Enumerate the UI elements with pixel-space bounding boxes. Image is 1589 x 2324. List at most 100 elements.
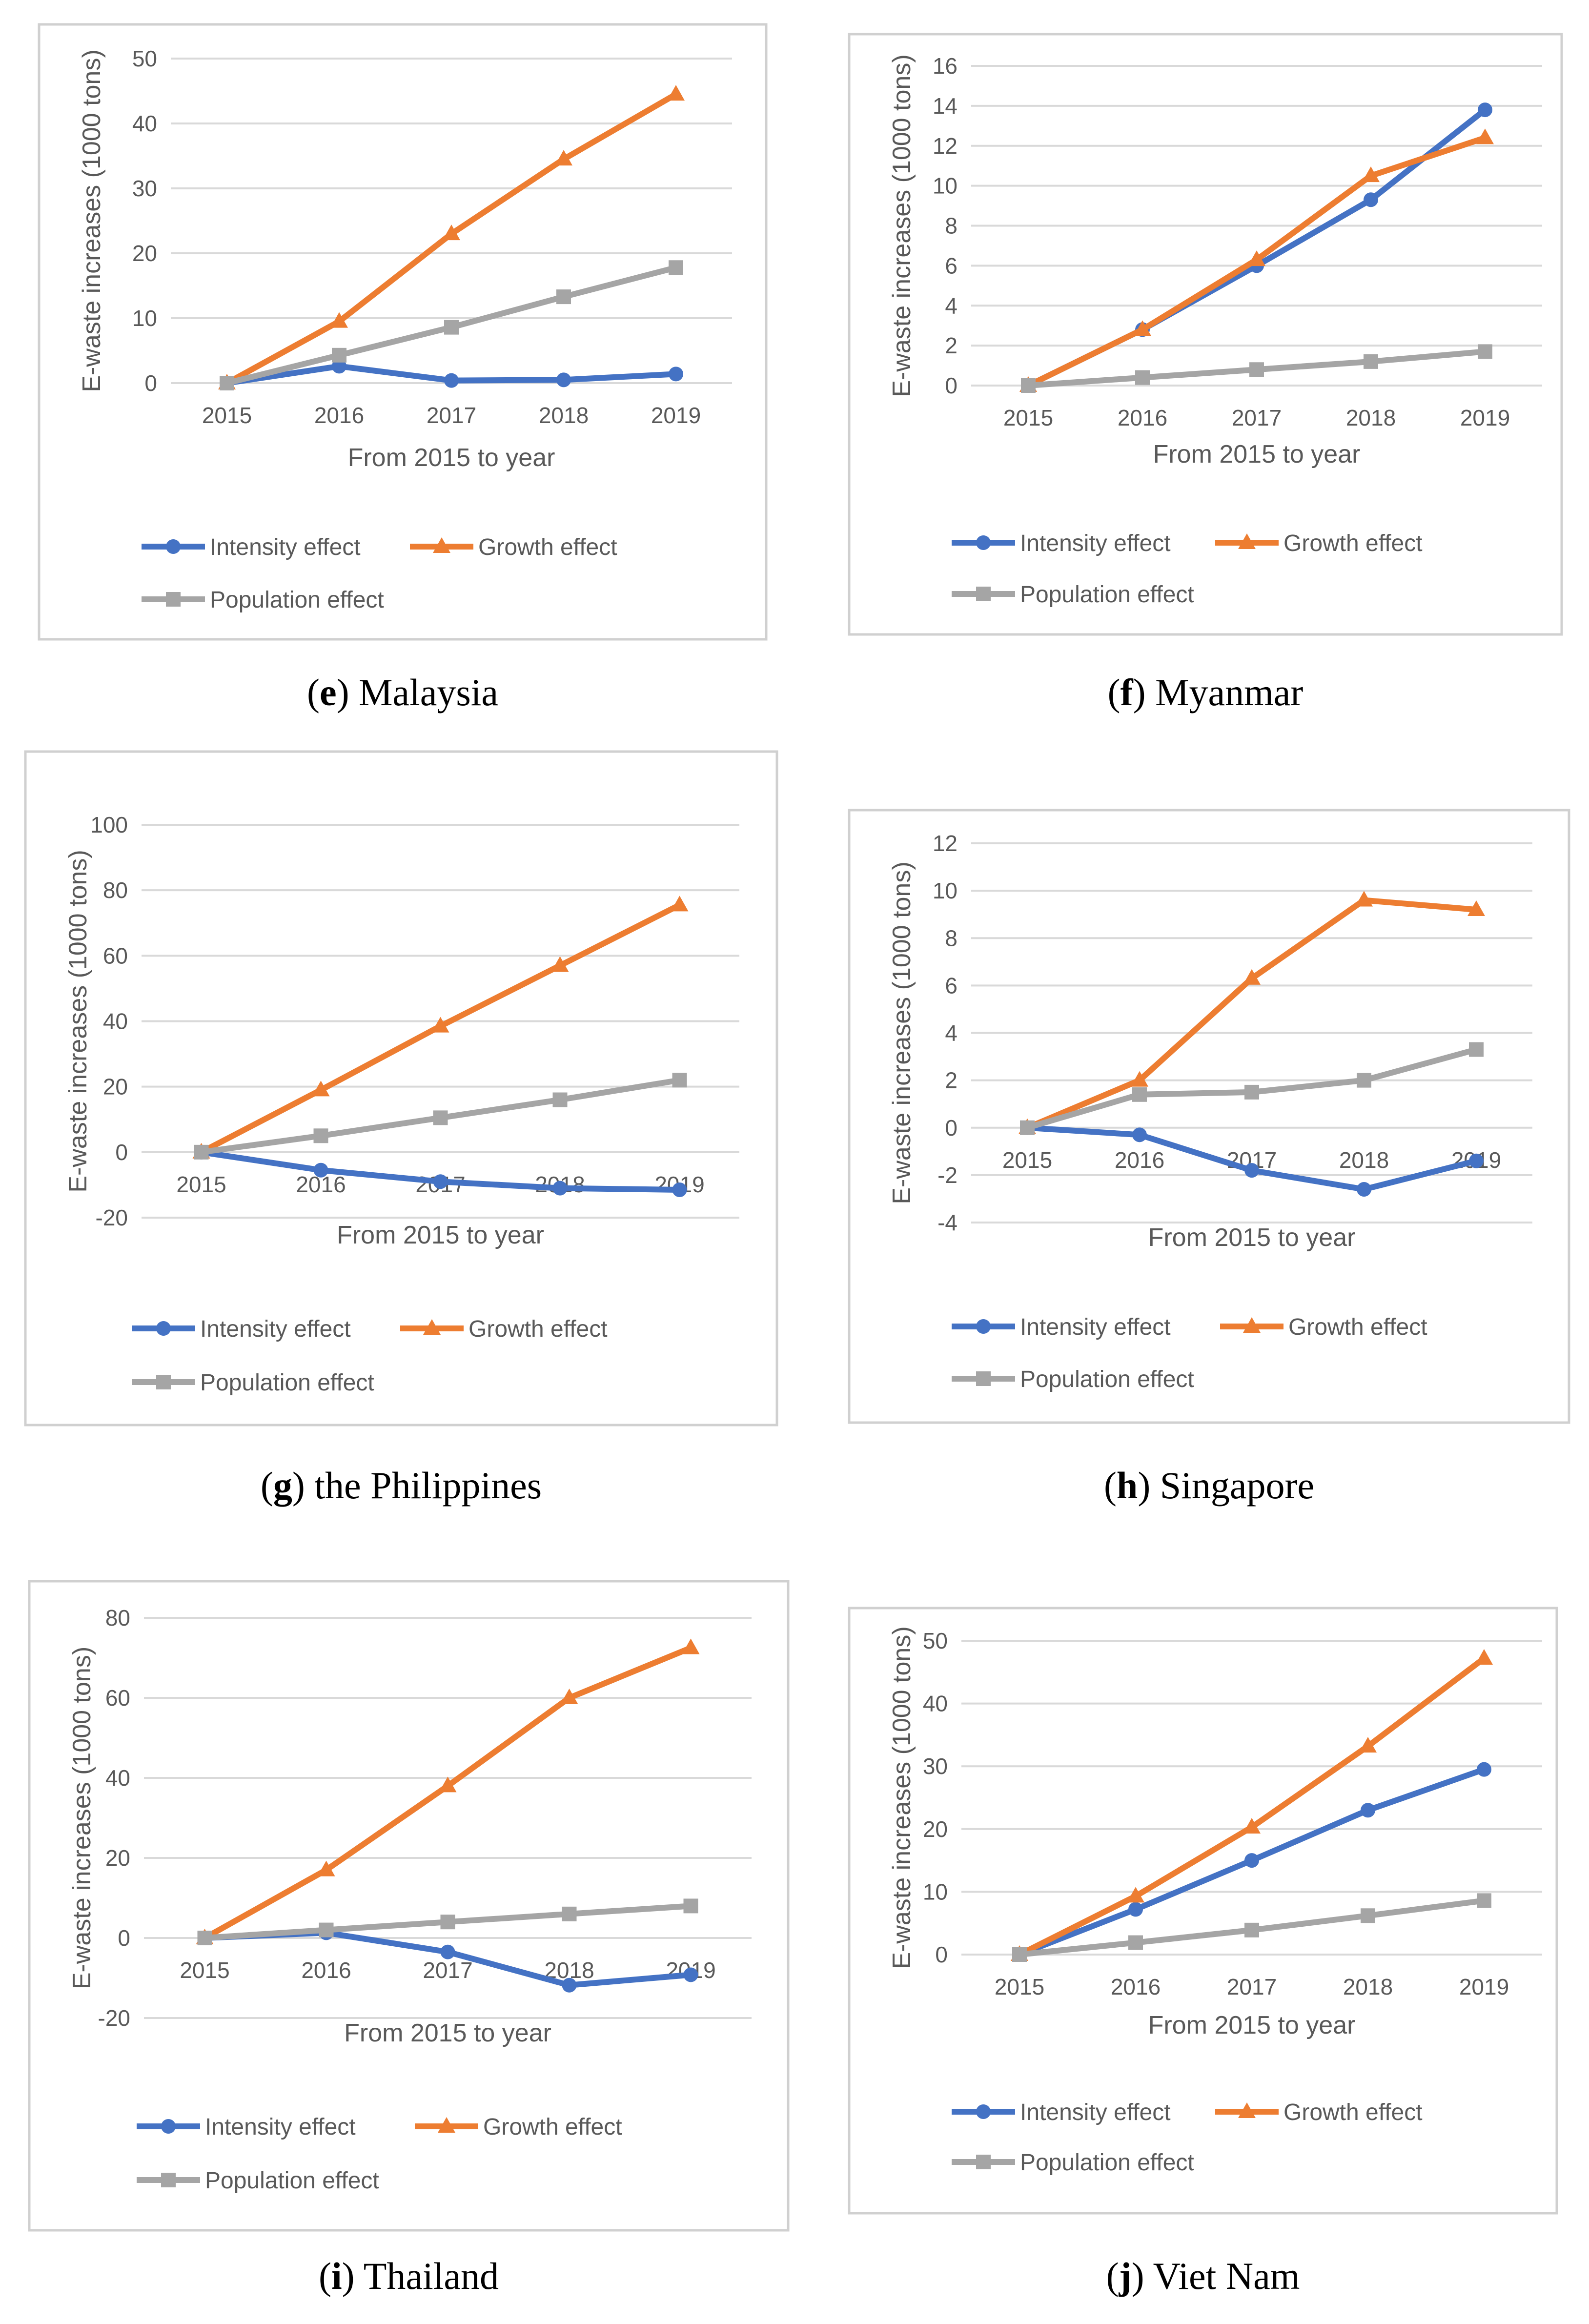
- panel-caption-g: (g) the Philippines: [261, 1464, 542, 1507]
- data-point-growth: [1243, 969, 1261, 985]
- caption-close: ): [292, 1464, 305, 1507]
- chart-panel-i: -2002040608020152016201720182019From 201…: [28, 1580, 790, 2232]
- data-point-intensity: [313, 1162, 328, 1178]
- data-point-growth: [443, 224, 460, 241]
- x-tick-label: 2015: [180, 1957, 229, 1983]
- chart-frame: [848, 33, 1563, 636]
- chart-panel-e: 0 10 20 30 40 50 2015 2016 2017 2018 2019 From 2015…: [38, 23, 768, 641]
- y-tick-label: 10: [132, 306, 157, 331]
- x-tick-label: 2018: [1339, 1147, 1389, 1173]
- data-point-intensity: [433, 1174, 448, 1189]
- legend-label: Intensity effect: [200, 1316, 351, 1342]
- data-point-population: [1021, 378, 1036, 393]
- legend-item-growth: Growth effect: [1215, 530, 1423, 556]
- y-tick-label: 60: [105, 1685, 130, 1711]
- data-point-intensity: [1128, 1902, 1143, 1917]
- data-point-intensity: [1469, 1153, 1484, 1168]
- caption-letter: g: [273, 1464, 292, 1507]
- caption-country: Myanmar: [1146, 671, 1304, 714]
- data-point-population: [683, 1898, 698, 1914]
- legend-marker-icon: [433, 537, 450, 553]
- x-tick-label: 2019: [651, 403, 701, 428]
- legend-label: Intensity effect: [210, 534, 361, 560]
- data-point-population: [194, 1144, 209, 1160]
- legend-marker-icon: [156, 1375, 171, 1389]
- data-point-intensity: [669, 367, 683, 382]
- y-axis-title: E-waste increases (1000 tons): [64, 850, 92, 1192]
- data-point-population: [1249, 362, 1264, 377]
- y-axis-title: E-waste increases (1000 tons): [68, 1647, 96, 1989]
- data-point-population: [556, 289, 571, 305]
- panel-caption-f: (f) Myanmar: [1108, 671, 1304, 714]
- y-tick-label: 50: [923, 1628, 948, 1653]
- data-point-growth: [1475, 1649, 1493, 1665]
- y-tick-label: 6: [945, 253, 957, 278]
- caption-letter: e: [320, 671, 337, 714]
- data-point-population: [1244, 1084, 1259, 1100]
- y-tick-label: 80: [103, 877, 128, 903]
- legend-marker-icon: [976, 1371, 991, 1386]
- caption-close: ): [337, 671, 349, 714]
- y-tick-label: 12: [933, 133, 957, 159]
- x-tick-label: 2016: [314, 403, 364, 428]
- caption-paren: (: [307, 671, 320, 714]
- data-point-population: [562, 1906, 577, 1921]
- panel-caption-i: (i) Thailand: [319, 2255, 499, 2297]
- y-tick-label: 50: [132, 46, 157, 71]
- y-tick-label: -2: [937, 1162, 957, 1188]
- x-tick-label: 2018: [1346, 405, 1396, 430]
- y-tick-label: 8: [945, 925, 957, 951]
- data-point-intensity: [556, 372, 571, 387]
- data-point-population: [433, 1110, 448, 1125]
- data-point-population: [1361, 1908, 1375, 1923]
- data-point-growth: [312, 1080, 330, 1097]
- caption-paren: (: [1108, 671, 1120, 714]
- data-point-population: [1478, 344, 1492, 359]
- y-tick-label: 40: [105, 1765, 130, 1791]
- legend-item-growth: Growth effect: [410, 534, 617, 560]
- data-point-population: [319, 1922, 334, 1937]
- data-point-population: [1357, 1073, 1371, 1088]
- caption-country: Viet Nam: [1144, 2255, 1300, 2297]
- caption-letter: f: [1120, 671, 1134, 714]
- data-point-population: [1469, 1042, 1484, 1057]
- legend-label: Population effect: [205, 2168, 379, 2194]
- legend-item-population: Population effect: [137, 2168, 379, 2194]
- x-tick-label: 2016: [301, 1957, 351, 1983]
- data-point-growth: [431, 1017, 449, 1033]
- caption-paren: (: [261, 1464, 273, 1507]
- y-axis-title: E-waste increases (1000 tons): [888, 54, 916, 397]
- data-point-population: [1132, 1087, 1147, 1102]
- data-point-growth: [439, 1776, 457, 1793]
- y-axis-title: E-waste increases (1000 tons): [78, 49, 106, 392]
- y-axis-title: E-waste increases (1000 tons): [888, 861, 916, 1204]
- data-point-population: [440, 1915, 455, 1930]
- x-tick-label: 2016: [1118, 405, 1167, 430]
- legend-item-intensity: Intensity effect: [137, 2114, 356, 2140]
- y-tick-label: 0: [118, 1925, 130, 1951]
- legend-label: Population effect: [210, 587, 384, 613]
- y-tick-label: 20: [105, 1845, 130, 1871]
- data-point-intensity: [683, 1967, 698, 1982]
- y-tick-label: 4: [945, 293, 957, 318]
- data-point-population: [220, 376, 234, 390]
- x-tick-label: 2018: [1343, 1974, 1393, 1999]
- x-tick-label: 2016: [1111, 1974, 1161, 1999]
- legend-label: Population effect: [1020, 1366, 1194, 1392]
- chart-frame: [38, 23, 768, 641]
- x-tick-label: 2015: [1003, 405, 1053, 430]
- caption-letter: j: [1119, 2255, 1132, 2297]
- y-tick-label: 30: [132, 176, 157, 201]
- caption-paren: (: [319, 2255, 331, 2297]
- data-point-growth: [1134, 320, 1151, 336]
- data-point-intensity: [1132, 1127, 1147, 1142]
- legend-label: Intensity effect: [1020, 2100, 1171, 2125]
- legend-marker-icon: [1238, 2102, 1256, 2118]
- panel-caption-h: (h) Singapore: [1104, 1464, 1314, 1507]
- chart-frame: [848, 1607, 1558, 2215]
- data-point-population: [197, 1931, 212, 1945]
- data-point-population: [1020, 1120, 1035, 1135]
- caption-letter: h: [1117, 1464, 1138, 1507]
- y-tick-label: 12: [933, 831, 957, 856]
- x-tick-label: 2017: [1227, 1974, 1277, 1999]
